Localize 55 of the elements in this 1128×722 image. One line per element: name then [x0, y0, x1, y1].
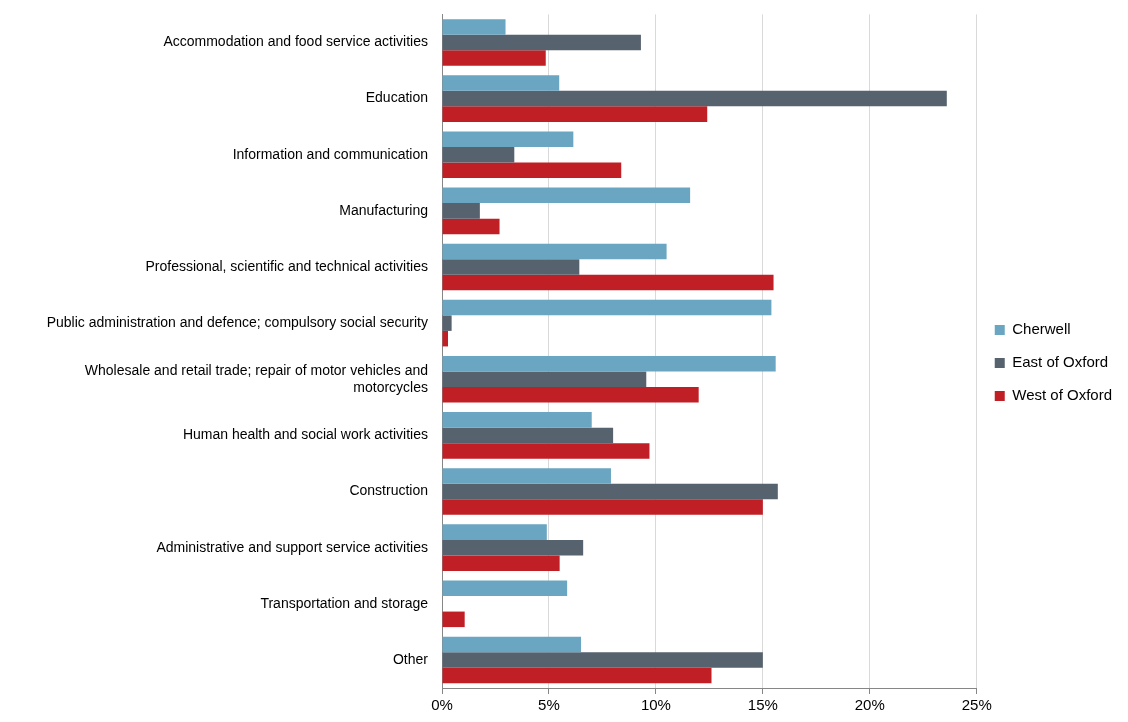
- bar: [442, 555, 560, 571]
- bar: [442, 50, 546, 66]
- y-tick-label: Information and communication: [232, 145, 428, 162]
- bar: [442, 636, 582, 653]
- y-tick-label: Professional, scientific and technical activities: [145, 257, 428, 274]
- bar: [442, 243, 667, 260]
- bar: [442, 259, 580, 275]
- bar: [442, 146, 515, 163]
- y-tick-label: Accommodation and food service activities: [163, 33, 428, 50]
- y-tick-label: Administrative and support service activities: [156, 538, 428, 555]
- bar: [442, 203, 480, 219]
- bar: [442, 652, 763, 668]
- bar: [442, 162, 622, 179]
- x-tick-label: 20%: [854, 696, 885, 714]
- bar: [442, 106, 708, 122]
- bar: [442, 580, 568, 597]
- bar: [442, 611, 465, 628]
- bar: [442, 274, 774, 291]
- bar: [442, 75, 560, 91]
- bar: [442, 355, 776, 372]
- y-tick-label: Public administration and defence; compulsory social security: [46, 313, 428, 330]
- bar: [442, 427, 614, 444]
- y-tick-label: Education: [365, 89, 428, 106]
- bar: [442, 19, 506, 35]
- bar: [442, 539, 584, 556]
- bar: [442, 499, 763, 515]
- x-tick-label: 15%: [747, 696, 778, 714]
- x-tick-label: 5%: [538, 696, 560, 714]
- y-tick-label: Construction: [349, 482, 428, 499]
- bar: [442, 371, 647, 388]
- bar: [442, 218, 500, 235]
- y-tick-label: Transportation and storage: [260, 594, 429, 611]
- y-tick-label: Manufacturing: [339, 201, 428, 218]
- bar: [442, 667, 712, 684]
- bar: [442, 412, 592, 428]
- bar: [442, 131, 574, 147]
- bar: [442, 443, 650, 459]
- legend-label: Cherwell: [1012, 320, 1071, 338]
- bar: [442, 299, 772, 316]
- bar: [442, 34, 641, 51]
- y-tick-label: Human health and social work activities: [182, 426, 428, 443]
- legend-label: East of Oxford: [1012, 353, 1109, 371]
- bar: [442, 90, 947, 107]
- bar: [442, 187, 691, 204]
- y-tick-label: Other: [392, 650, 429, 667]
- bar: [442, 524, 547, 540]
- y-tick-label: Wholesale and retail trade; repair of motor vehicles and motorcycles: [84, 361, 428, 395]
- bar: [442, 468, 611, 484]
- x-tick-label: 25%: [961, 696, 992, 714]
- legend-label: West of Oxford: [1012, 386, 1113, 404]
- bar: [442, 315, 452, 331]
- x-tick-label: 0%: [431, 696, 453, 714]
- x-tick-label: 10%: [640, 696, 671, 714]
- bar: [442, 387, 699, 403]
- bar: [442, 483, 778, 500]
